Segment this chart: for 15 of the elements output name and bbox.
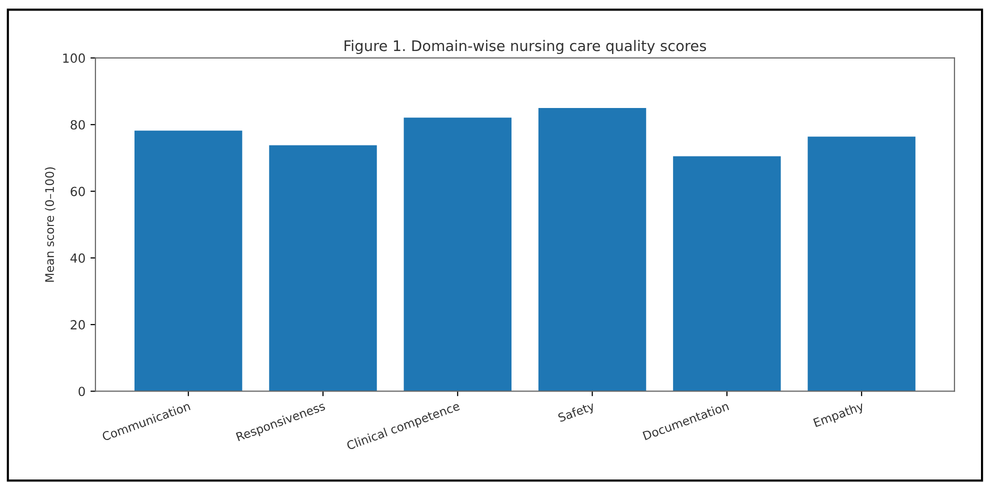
bar	[269, 145, 377, 392]
y-tick-label: 60	[70, 186, 85, 196]
y-tick-label: 80	[70, 120, 85, 130]
chart-title: Figure 1. Domain-wise nursing care quality scores	[344, 40, 706, 54]
bar	[134, 130, 242, 392]
y-axis-title: Mean score (0–100)	[44, 167, 56, 282]
x-tick-label: Safety	[558, 401, 596, 424]
y-tick-label: 100	[63, 53, 85, 63]
y-tick-label: 20	[70, 320, 85, 330]
bar	[404, 118, 512, 392]
bar	[538, 108, 646, 392]
y-tick-label: 40	[70, 253, 85, 263]
bar	[808, 136, 916, 392]
bar	[673, 156, 781, 392]
y-tick-label: 0	[78, 386, 85, 396]
